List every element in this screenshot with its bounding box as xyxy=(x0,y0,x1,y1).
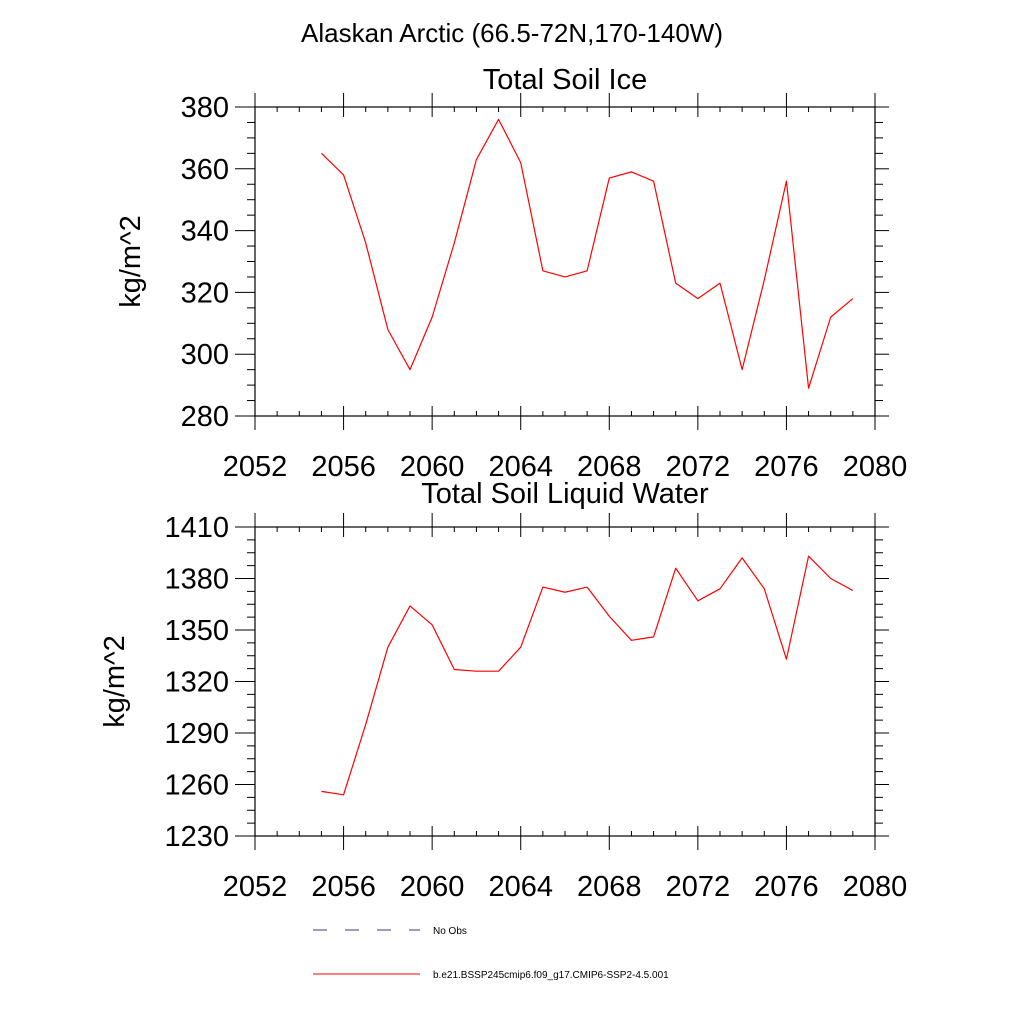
x-tick-label: 2076 xyxy=(754,871,819,903)
chart-panel-2: Total Soil Liquid Water 2052 2056 2060 2064 2… xyxy=(99,478,907,903)
x-tick-label: 2056 xyxy=(311,871,376,903)
y-tick-label: 340 xyxy=(181,216,229,248)
x-tick-label: 2080 xyxy=(843,871,908,903)
x-tick-label: 2052 xyxy=(223,451,288,483)
plot-frame xyxy=(254,106,876,417)
y-tick-label: 1350 xyxy=(164,615,229,647)
chart-title: Total Soil Liquid Water xyxy=(421,478,709,510)
y-tick-label: 380 xyxy=(181,92,229,124)
y-tick-label: 1290 xyxy=(164,718,229,750)
chart-panels: Total Soil Ice 2052 2056 2060 2064 2068 2072 20… xyxy=(99,64,907,903)
legend: No Obs b.e21.BSSP245cmip6.f09_g17.CMIP6-S… xyxy=(313,926,669,981)
legend-label: No Obs xyxy=(433,926,467,937)
series-line xyxy=(321,118,854,389)
y-tick-label: 1380 xyxy=(164,564,229,596)
y-tick-label: 360 xyxy=(181,154,229,186)
chart-title: Total Soil Ice xyxy=(483,64,647,96)
y-tick-label: 320 xyxy=(181,277,229,309)
y-axis-label: kg/m^2 xyxy=(99,635,131,728)
x-tick-label: 2076 xyxy=(754,451,819,483)
y-tick-label: 1230 xyxy=(164,821,229,853)
y-tick-label: 300 xyxy=(181,339,229,371)
y-tick-label: 1260 xyxy=(164,770,229,802)
x-tick-label: 2060 xyxy=(400,871,465,903)
y-tick-label: 280 xyxy=(181,401,229,433)
legend-label: b.e21.BSSP245cmip6.f09_g17.CMIP6-SSP2-4.… xyxy=(433,970,669,981)
y-axis-label: kg/m^2 xyxy=(115,215,147,308)
y-tick-label: 1320 xyxy=(164,667,229,699)
x-tick-label: 2072 xyxy=(666,871,731,903)
y-tick-label: 1410 xyxy=(164,512,229,544)
x-tick-label: 2080 xyxy=(843,451,908,483)
chart-panel-1: Total Soil Ice 2052 2056 2060 2064 2068 2072 20… xyxy=(115,64,907,483)
x-tick-label: 2064 xyxy=(488,871,553,903)
x-tick-label: 2068 xyxy=(577,451,642,483)
x-tick-label: 2072 xyxy=(666,451,731,483)
x-tick-label: 2056 xyxy=(311,451,376,483)
series-line xyxy=(321,555,854,796)
x-tick-label: 2068 xyxy=(577,871,642,903)
figure-title: Alaskan Arctic (66.5-72N,170-140W) xyxy=(301,18,723,48)
x-tick-label: 2060 xyxy=(400,451,465,483)
x-tick-label: 2064 xyxy=(488,451,553,483)
x-tick-label: 2052 xyxy=(223,871,288,903)
plot-frame xyxy=(254,526,876,837)
